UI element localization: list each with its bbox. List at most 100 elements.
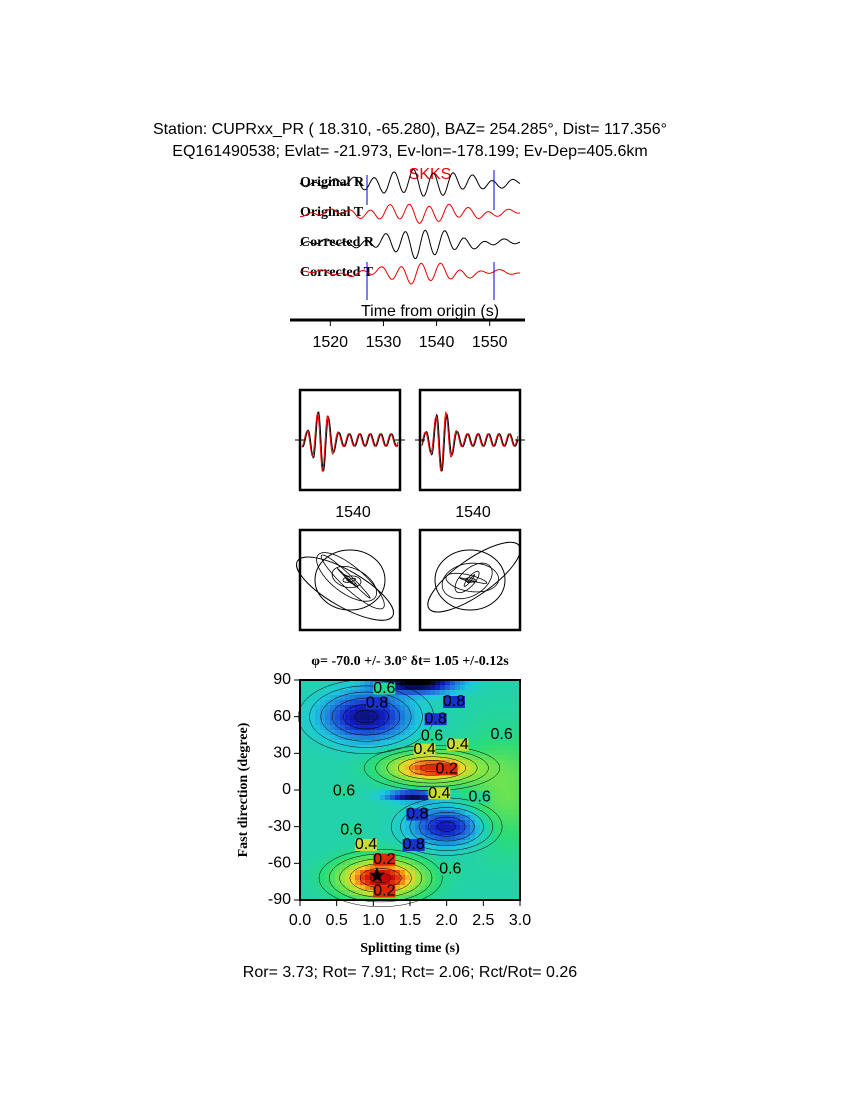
- misfit-cell: [395, 865, 401, 871]
- misfit-cell: [510, 790, 516, 796]
- misfit-cell: [430, 880, 436, 886]
- misfit-cell: [300, 725, 306, 731]
- misfit-cell: [360, 885, 366, 891]
- misfit-cell: [345, 845, 351, 851]
- misfit-cell: [450, 860, 456, 866]
- misfit-cell: [475, 835, 481, 841]
- misfit-cell: [360, 755, 366, 761]
- misfit-cell: [505, 680, 511, 686]
- misfit-cell: [470, 845, 476, 851]
- misfit-cell: [430, 765, 436, 771]
- misfit-cell: [355, 785, 361, 791]
- misfit-cell: [345, 720, 351, 726]
- misfit-cell: [405, 720, 411, 726]
- misfit-cell: [460, 710, 466, 716]
- misfit-cell: [350, 800, 356, 806]
- misfit-cell: [300, 720, 306, 726]
- misfit-cell: [510, 815, 516, 821]
- misfit-cell: [460, 755, 466, 761]
- contour-label: 0.6: [491, 726, 513, 743]
- misfit-cell: [300, 785, 306, 791]
- misfit-cell: [450, 880, 456, 886]
- contour-line: [397, 756, 467, 780]
- misfit-cell: [480, 895, 486, 901]
- misfit-cell: [315, 720, 321, 726]
- misfit-cell: [380, 820, 386, 826]
- misfit-cell: [510, 800, 516, 806]
- misfit-cell: [480, 695, 486, 701]
- misfit-cell: [340, 820, 346, 826]
- misfit-cell: [400, 760, 406, 766]
- misfit-cell: [440, 815, 446, 821]
- misfit-cell: [445, 750, 451, 756]
- misfit-cell: [360, 870, 366, 876]
- misfit-cell: [430, 695, 436, 701]
- misfit-cell: [500, 790, 506, 796]
- misfit-cell: [415, 855, 421, 861]
- misfit-cell: [385, 865, 391, 871]
- misfit-cell: [415, 740, 421, 746]
- misfit-cell: [420, 770, 426, 776]
- misfit-cell: [500, 840, 506, 846]
- misfit-cell: [370, 755, 376, 761]
- misfit-cell: [315, 765, 321, 771]
- misfit-cell: [310, 785, 316, 791]
- misfit-cell: [310, 890, 316, 896]
- misfit-cell: [485, 765, 491, 771]
- misfit-cell: [370, 805, 376, 811]
- misfit-cell: [315, 835, 321, 841]
- misfit-cell: [490, 740, 496, 746]
- misfit-cell: [465, 865, 471, 871]
- misfit-cell: [315, 790, 321, 796]
- misfit-cell: [505, 850, 511, 856]
- misfit-cell: [490, 850, 496, 856]
- misfit-cell: [445, 885, 451, 891]
- misfit-cell: [315, 705, 321, 711]
- contour-label: 0.4: [447, 736, 469, 753]
- misfit-cell: [300, 895, 306, 901]
- misfit-cell: [415, 890, 421, 896]
- misfit-cell: [390, 880, 396, 886]
- misfit-cell: [435, 860, 441, 866]
- misfit-cell: [325, 730, 331, 736]
- misfit-cell: [300, 790, 306, 796]
- misfit-cell: [350, 745, 356, 751]
- misfit-cell: [510, 810, 516, 816]
- misfit-cell: [420, 790, 426, 796]
- misfit-cell: [430, 855, 436, 861]
- misfit-cell: [365, 710, 371, 716]
- misfit-cell: [495, 875, 501, 881]
- misfit-cell: [430, 835, 436, 841]
- misfit-cell: [335, 770, 341, 776]
- misfit-cell: [425, 840, 431, 846]
- misfit-cell: [320, 765, 326, 771]
- misfit-cell: [365, 770, 371, 776]
- misfit-cell: [410, 750, 416, 756]
- misfit-cell: [505, 780, 511, 786]
- misfit-cell: [450, 845, 456, 851]
- misfit-cell: [335, 840, 341, 846]
- misfit-cell: [510, 780, 516, 786]
- misfit-cell: [485, 825, 491, 831]
- misfit-cell: [400, 715, 406, 721]
- misfit-cell: [340, 800, 346, 806]
- misfit-cell: [440, 745, 446, 751]
- contour-label: 0.8: [406, 806, 428, 823]
- misfit-cell: [425, 785, 431, 791]
- misfit-cell: [515, 740, 521, 746]
- misfit-cell: [500, 690, 506, 696]
- misfit-cell: [320, 850, 326, 856]
- misfit-cell: [305, 860, 311, 866]
- misfit-cell: [455, 750, 461, 756]
- misfit-cell: [400, 775, 406, 781]
- misfit-cell: [305, 775, 311, 781]
- misfit-cell: [310, 755, 316, 761]
- misfit-cell: [325, 895, 331, 901]
- misfit-cell: [355, 695, 361, 701]
- misfit-cell: [435, 690, 441, 696]
- misfit-cell: [505, 820, 511, 826]
- misfit-cell: [390, 830, 396, 836]
- misfit-cell: [315, 825, 321, 831]
- misfit-cell: [480, 760, 486, 766]
- misfit-cell: [380, 835, 386, 841]
